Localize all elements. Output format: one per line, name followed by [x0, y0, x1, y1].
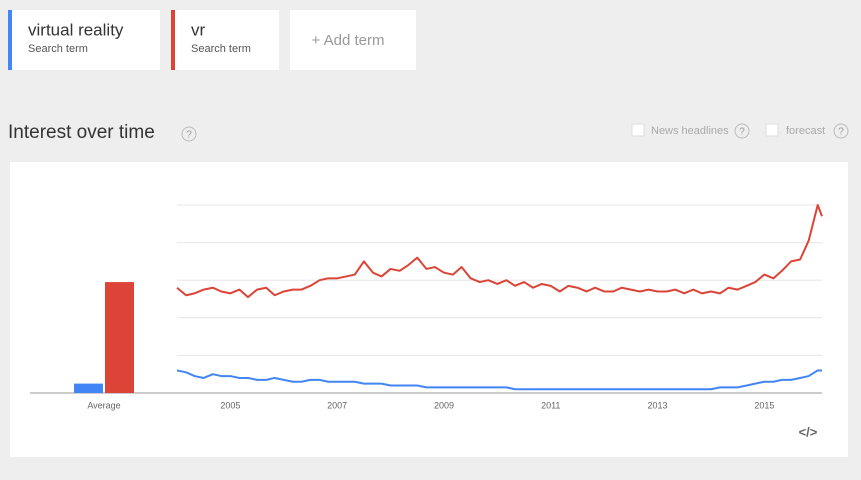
term-label: vr	[191, 20, 206, 39]
add-term-label: + Add term	[312, 32, 385, 49]
term-sublabel: Search term	[28, 43, 88, 55]
embed-icon[interactable]: </>	[799, 424, 818, 439]
help-icon-text: ?	[739, 127, 745, 138]
help-icon[interactable]	[734, 123, 750, 139]
term-card[interactable]: vr Search term	[171, 10, 279, 70]
checkbox[interactable]	[631, 123, 645, 137]
help-icon-text: ?	[186, 130, 192, 141]
average-bar	[105, 282, 134, 393]
term-label: virtual reality	[28, 20, 124, 39]
x-tick-label: 2005	[220, 400, 240, 410]
chart-title: Interest over time	[8, 122, 155, 143]
x-tick-label: 2015	[754, 400, 774, 410]
card	[290, 10, 416, 70]
average-label: Average	[87, 400, 120, 410]
news-headlines-label: News headlines	[651, 125, 729, 137]
plot: 2005 2007 2009 2011 2013 2015 Average	[30, 204, 823, 410]
chart-panel	[10, 162, 848, 457]
add-term[interactable]: + Add term	[290, 10, 416, 70]
x-tick-label: 2013	[648, 400, 668, 410]
checkbox[interactable]	[765, 123, 779, 137]
x-tick-label: 2007	[327, 400, 347, 410]
card-stripe	[8, 10, 12, 70]
help-icon[interactable]	[833, 123, 849, 139]
term-card[interactable]: virtual reality Search term	[8, 10, 160, 70]
card-stripe	[171, 10, 175, 70]
forecast-label: forecast	[786, 125, 825, 137]
card	[8, 10, 160, 70]
help-icon-text: ?	[838, 127, 844, 138]
help-icon[interactable]	[181, 126, 197, 142]
x-tick-label: 2011	[541, 400, 560, 410]
average-bar	[74, 383, 103, 393]
x-tick-label: 2009	[434, 400, 454, 410]
term-sublabel: Search term	[191, 43, 251, 55]
series-line	[176, 204, 823, 299]
series-line	[176, 369, 822, 391]
card	[171, 10, 279, 70]
